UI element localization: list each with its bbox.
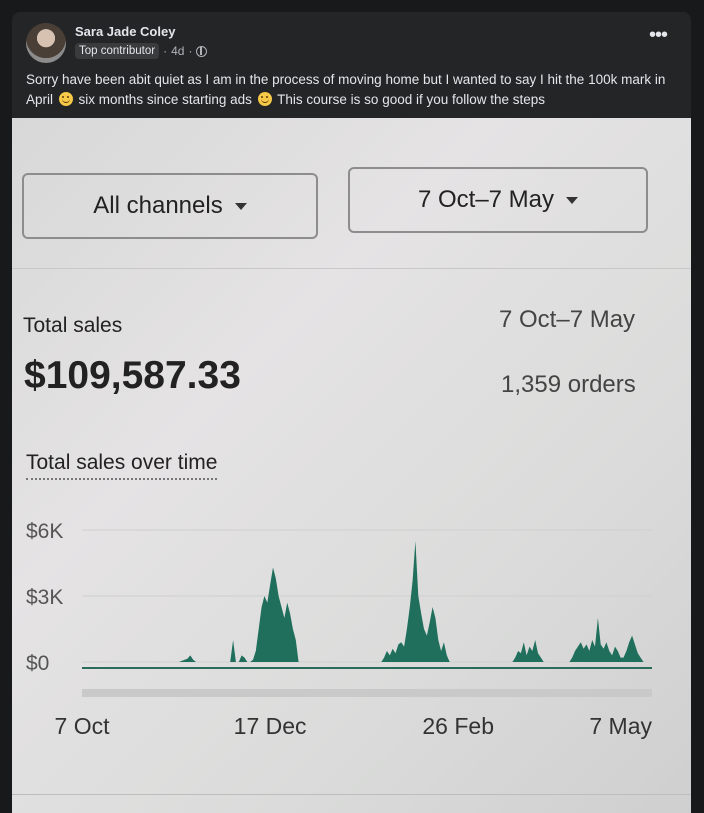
- sales-chart: $6K $3K $0 7 Oct 17 Dec 26 Feb 7 May: [26, 520, 652, 739]
- orders-count: 1,359 orders: [501, 371, 636, 398]
- author-name[interactable]: Sara Jade Coley: [75, 24, 176, 39]
- date-range: 7 Oct–7 May: [499, 306, 636, 333]
- chevron-down-icon: [234, 202, 247, 210]
- x-tick-label: 26 Feb: [422, 713, 494, 739]
- x-tick-label: 7 Oct: [55, 713, 111, 739]
- avatar[interactable]: [26, 23, 66, 63]
- globe-icon: [196, 45, 208, 57]
- post-meta: Top contributor · 4d ·: [75, 43, 208, 59]
- bottom-divider: [12, 794, 691, 795]
- post-photo[interactable]: All channels 7 Oct–7 May Total sales 7 O…: [12, 118, 691, 813]
- post-text: Sorry have been abit quiet as I am in th…: [26, 70, 681, 110]
- date-filter-dropdown: 7 Oct–7 May: [348, 167, 648, 233]
- y-tick-label: $0: [26, 652, 49, 675]
- sales-area-series: [82, 541, 652, 662]
- meta-separator: ·: [163, 44, 168, 58]
- x-tick-label: 17 Dec: [234, 713, 307, 739]
- post-text-part-2: six months since starting ads: [78, 92, 252, 107]
- smile-emoji-icon: [58, 92, 73, 106]
- divider: [12, 268, 691, 269]
- y-tick-label: $3K: [26, 586, 63, 609]
- channel-filter-label: All channels: [93, 192, 223, 219]
- more-icon[interactable]: •••: [648, 24, 668, 46]
- chevron-down-icon: [566, 196, 579, 204]
- chart-title: Total sales over time: [26, 451, 218, 480]
- top-contributor-badge[interactable]: Top contributor: [75, 43, 160, 59]
- meta-separator: ·: [188, 44, 193, 58]
- date-filter-label: 7 Oct–7 May: [417, 186, 555, 213]
- post-card: Sara Jade Coley Top contributor · 4d · •…: [12, 12, 691, 813]
- smile-emoji-icon: [257, 92, 272, 106]
- post-text-part-1: Sorry have been abit quiet as I am in th…: [26, 72, 666, 107]
- channel-filter-dropdown: All channels: [22, 173, 318, 239]
- y-tick-label: $6K: [26, 520, 63, 543]
- total-sales-value: $109,587.33: [24, 354, 241, 397]
- x-tick-label: 7 May: [589, 713, 652, 739]
- post-text-part-3: This course is so good if you follow the…: [277, 92, 546, 107]
- total-sales-label: Total sales: [23, 314, 123, 337]
- post-time[interactable]: 4d: [171, 44, 185, 58]
- date-range-scrollbar: [82, 689, 652, 697]
